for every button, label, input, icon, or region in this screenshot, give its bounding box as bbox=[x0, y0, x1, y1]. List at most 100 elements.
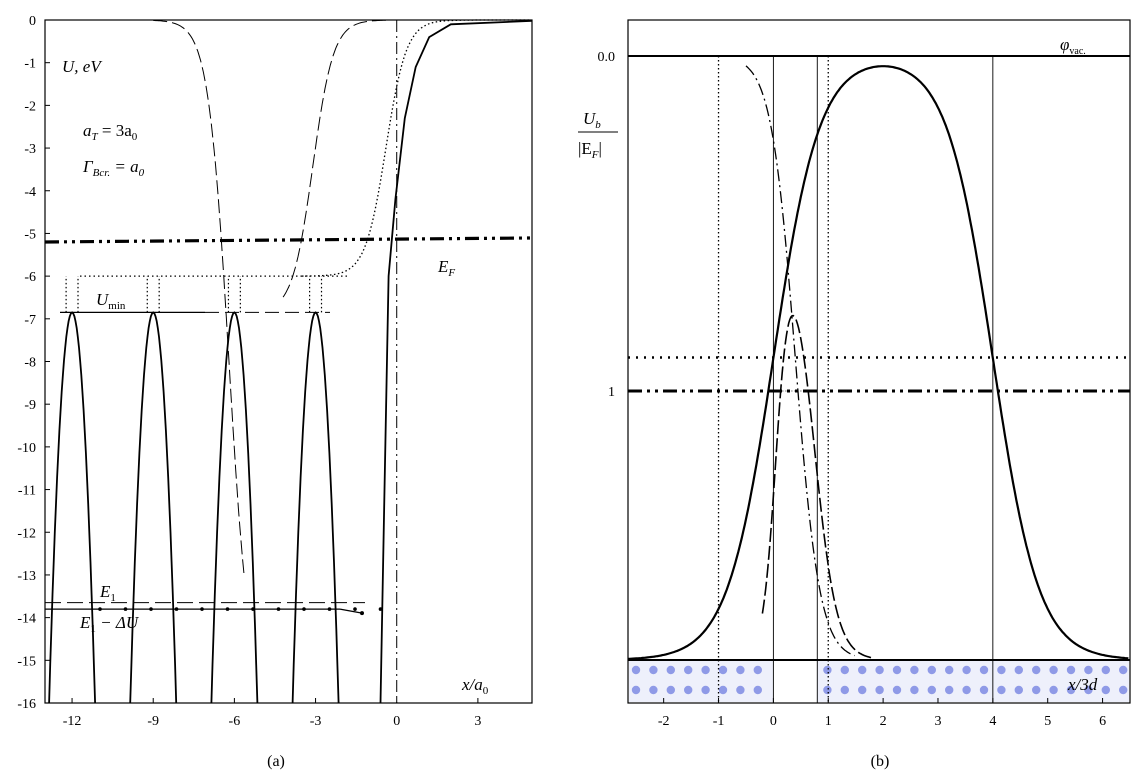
lattice-atom bbox=[701, 665, 710, 675]
lattice-atom bbox=[910, 685, 919, 695]
panel-a-well bbox=[48, 311, 96, 704]
lattice-atom bbox=[962, 665, 971, 675]
panel-a-dashed-wall-2 bbox=[282, 19, 386, 298]
panel-a-E1dU-dot bbox=[302, 607, 306, 611]
lattice-atom bbox=[631, 685, 641, 695]
panel-b-xtick-label: 5 bbox=[1044, 714, 1051, 729]
lattice-atom bbox=[736, 665, 745, 675]
lattice-atom bbox=[649, 665, 658, 675]
lattice-atom bbox=[753, 685, 762, 695]
lattice-atom bbox=[840, 665, 849, 675]
panel-a-E1dU-dot bbox=[123, 607, 128, 611]
panel-b-dashed-peak bbox=[761, 314, 872, 659]
panel-a-E1dU-dot bbox=[174, 607, 179, 611]
lattice-atom bbox=[753, 665, 762, 675]
panel-a-label-E1: E1 bbox=[99, 582, 116, 604]
panel-a-ytick-label: -12 bbox=[17, 526, 36, 541]
lattice-atom bbox=[701, 685, 710, 695]
panel-a-ytick-label: -9 bbox=[24, 398, 36, 413]
lattice-atom bbox=[1032, 685, 1041, 695]
lattice-atom bbox=[1066, 685, 1076, 695]
panel-a: 0 -1 -2 -3 -4 -5 -6 -7 -8 -9 -10 -11 -12 -13 -14 -15 -16… bbox=[17, 14, 533, 770]
panel-a-ytick-label: -11 bbox=[18, 484, 36, 499]
panel-a-well bbox=[210, 311, 259, 704]
panel-a-E1dU-dot bbox=[353, 607, 357, 611]
panel-a-annotation-gamma: ΓBcr. = a0 bbox=[82, 157, 145, 179]
panel-b-xtick-label: 3 bbox=[934, 714, 941, 729]
panel-a-ytick-label: -15 bbox=[17, 654, 36, 669]
panel-b-xtick-label: 1 bbox=[825, 714, 832, 729]
panel-b-barrier-curve bbox=[627, 65, 1129, 660]
panel-a-E1dU-dot bbox=[225, 607, 230, 611]
panel-a-ytick-label: -7 bbox=[24, 313, 36, 328]
panel-a-xtick-label: 0 bbox=[393, 714, 400, 729]
lattice-atom bbox=[927, 685, 936, 695]
panel-a-ytick-label: -2 bbox=[24, 99, 36, 114]
lattice-strip bbox=[629, 660, 1129, 702]
panel-a-xlabel: x/a0 bbox=[461, 675, 489, 697]
lattice-atom bbox=[892, 665, 902, 675]
panel-b-ytick-1: 1 bbox=[608, 385, 615, 400]
panel-a-xtick-label: -6 bbox=[229, 714, 241, 729]
panel-b-caption: (b) bbox=[871, 753, 890, 770]
lattice-atom bbox=[1084, 685, 1093, 695]
lattice-atom bbox=[631, 665, 641, 675]
panel-a-dashed-wall-1 bbox=[153, 19, 245, 574]
panel-a-ylabel: U, eV bbox=[62, 57, 103, 76]
lattice-atom bbox=[1101, 685, 1111, 695]
panel-a-xtick-label: 3 bbox=[474, 714, 481, 729]
lattice-atom bbox=[997, 685, 1006, 695]
lattice-atom bbox=[1014, 685, 1023, 695]
lattice-atom bbox=[1119, 665, 1128, 675]
lattice-atom bbox=[875, 665, 884, 675]
panel-a-caption: (a) bbox=[267, 753, 285, 770]
lattice-atom bbox=[997, 665, 1006, 675]
panel-a-ytick-label: -13 bbox=[17, 569, 36, 584]
panel-b-xtick-label: 6 bbox=[1099, 714, 1106, 729]
panel-a-well bbox=[129, 311, 178, 704]
panel-a-well bbox=[291, 311, 340, 704]
panel-b-xtick-label: 0 bbox=[770, 714, 777, 729]
lattice-atom bbox=[1049, 665, 1058, 675]
panel-a-ytick-label: -4 bbox=[24, 185, 36, 200]
lattice-atom bbox=[927, 665, 936, 675]
panel-b-ytick-0: 0.0 bbox=[598, 50, 616, 65]
lattice-atom bbox=[823, 665, 832, 675]
panel-b-xlabel: x/3d bbox=[1067, 675, 1098, 694]
panel-a-ytick-label: -10 bbox=[17, 441, 36, 456]
panel-a-E1dU-dot bbox=[149, 607, 153, 611]
panel-a-E1dU-dot bbox=[276, 607, 281, 611]
panel-a-label-EF: EF bbox=[437, 257, 455, 279]
lattice-atom bbox=[684, 665, 693, 675]
panel-b: -2 -1 0 1 2 3 4 5 6 0.0 1 Ub |EF| φvac. x/3d (b) bbox=[578, 19, 1131, 770]
lattice-atom bbox=[736, 685, 745, 695]
lattice-gap bbox=[773, 660, 818, 702]
panel-b-ylabel-num: Ub bbox=[583, 109, 601, 131]
panel-a-xtick-label: -12 bbox=[63, 714, 82, 729]
panel-a-ytick-label: 0 bbox=[29, 14, 36, 29]
lattice-atom bbox=[684, 685, 693, 695]
panel-a-ytick-label: -1 bbox=[24, 57, 36, 72]
panel-b-xtick-label: 2 bbox=[880, 714, 887, 729]
lattice-atom bbox=[858, 685, 867, 695]
panel-a-surface-barrier bbox=[379, 20, 533, 704]
lattice-atom bbox=[1066, 665, 1076, 675]
panel-a-ytick-label: -5 bbox=[24, 227, 36, 242]
panel-a-ytick-label: -8 bbox=[24, 356, 36, 371]
panel-a-E1dU-dot bbox=[360, 611, 364, 616]
panel-a-annotation-aT: aT = 3a0 bbox=[83, 121, 138, 143]
lattice-atom bbox=[666, 685, 675, 695]
panel-a-ytick-label: -14 bbox=[17, 612, 36, 627]
lattice-atom bbox=[1119, 685, 1128, 695]
lattice-atom bbox=[718, 685, 728, 695]
lattice-atom bbox=[1014, 665, 1023, 675]
panel-a-label-E1-dU: E1 − ΔU bbox=[79, 613, 140, 635]
lattice-atom bbox=[979, 665, 989, 675]
lattice-atom bbox=[1049, 685, 1058, 695]
lattice-atom bbox=[823, 685, 832, 695]
panel-a-E1dU-end bbox=[339, 608, 363, 614]
panel-b-xtick-label: -1 bbox=[713, 714, 725, 729]
panel-a-dotted-barrier bbox=[301, 19, 530, 277]
lattice-atom bbox=[875, 685, 884, 695]
lattice-atom bbox=[945, 665, 954, 675]
